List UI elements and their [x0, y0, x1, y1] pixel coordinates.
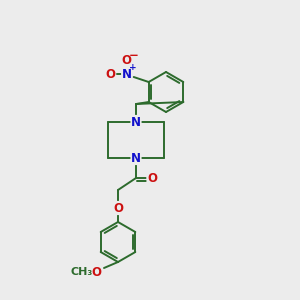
Text: O: O: [91, 266, 101, 278]
Text: N: N: [131, 152, 141, 164]
Text: N: N: [131, 116, 141, 128]
Text: O: O: [106, 68, 116, 80]
Text: N: N: [122, 68, 132, 80]
Text: O: O: [122, 53, 132, 67]
Text: −: −: [129, 49, 139, 62]
Text: +: +: [129, 64, 136, 73]
Text: O: O: [147, 172, 157, 184]
Text: CH₃: CH₃: [71, 267, 93, 277]
Text: O: O: [113, 202, 123, 214]
